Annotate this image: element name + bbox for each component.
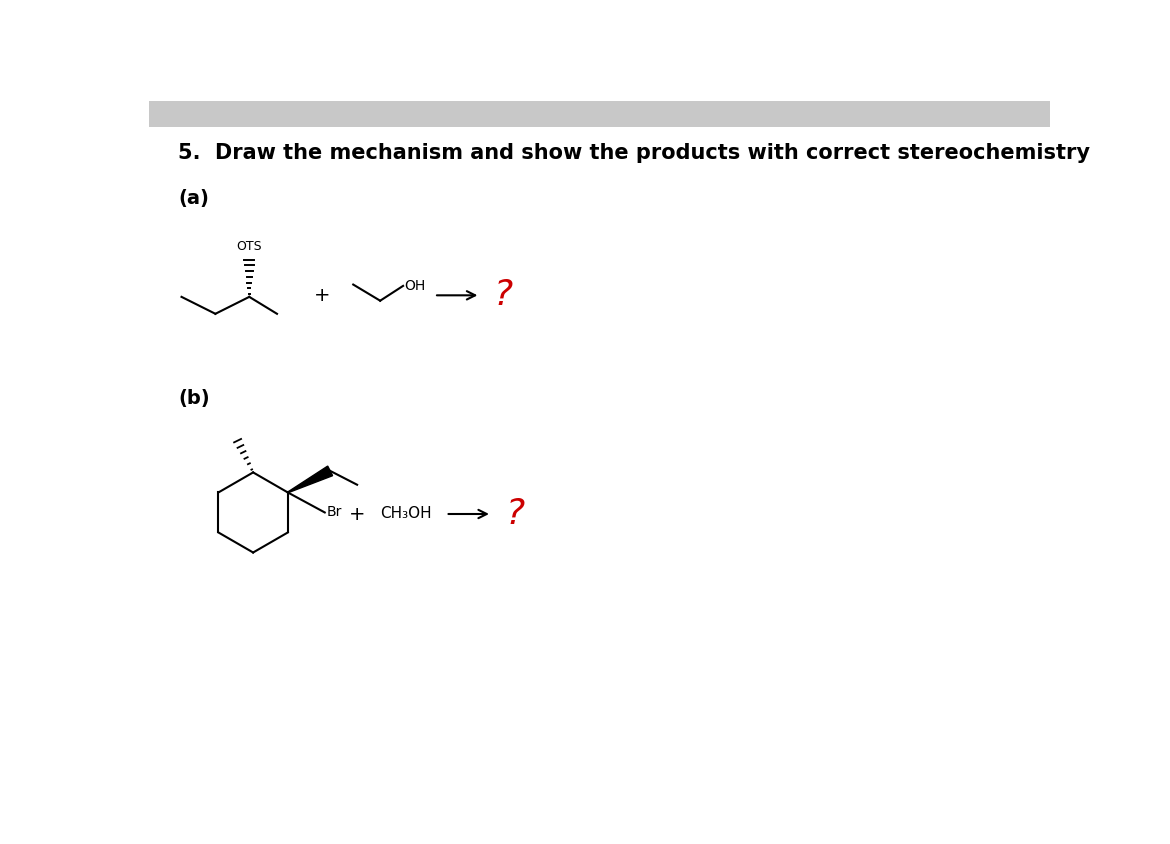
Text: Br: Br <box>328 506 343 519</box>
Text: 5.  Draw the mechanism and show the products with correct stereochemistry: 5. Draw the mechanism and show the produ… <box>179 143 1090 163</box>
Text: CH₃OH: CH₃OH <box>380 506 432 522</box>
Text: +: + <box>349 505 365 523</box>
Text: ?: ? <box>494 279 512 312</box>
Text: OH: OH <box>405 279 426 293</box>
Bar <box>150 101 1051 127</box>
Text: +: + <box>315 286 331 305</box>
Polygon shape <box>288 466 332 493</box>
Text: OTS: OTS <box>236 240 262 253</box>
Text: (b): (b) <box>179 389 211 408</box>
Text: (a): (a) <box>179 189 209 208</box>
Text: ?: ? <box>505 497 524 531</box>
